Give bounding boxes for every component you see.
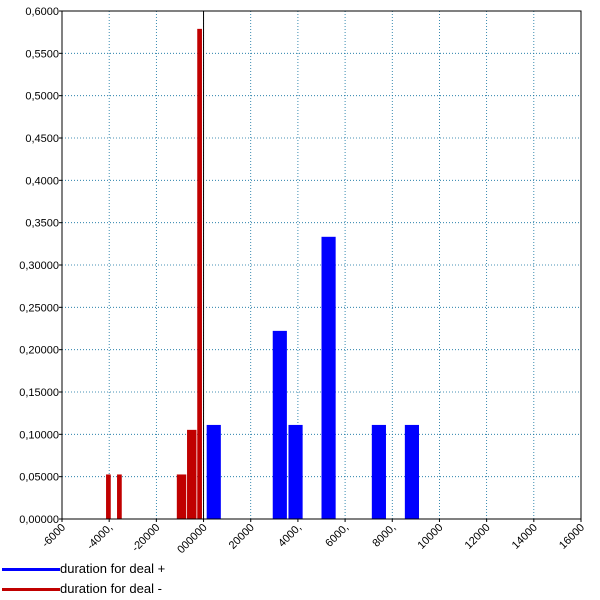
legend: duration for deal + duration for deal - xyxy=(0,560,600,600)
bar-deal-positive xyxy=(321,236,336,519)
bar-deal-positive xyxy=(206,424,221,519)
x-tick-label: 20000 xyxy=(227,522,257,552)
x-tick-label: 6000, xyxy=(323,522,351,550)
x-tick-label: -4000, xyxy=(85,522,116,553)
grid xyxy=(62,11,581,519)
y-tick-label: 0,3500 xyxy=(25,218,59,230)
bar-deal-negative xyxy=(117,474,122,519)
x-tick-labels: -6000 -4000, -20000 000000 20000 4000, 6000, 80… xyxy=(40,519,587,556)
bar-deal-negative xyxy=(197,28,202,520)
legend-label-positive: duration for deal + xyxy=(60,561,166,576)
y-tick-label: 0,30000 xyxy=(19,260,59,272)
x-tick-label: 4000, xyxy=(276,522,304,550)
y-tick-label: 0,00000 xyxy=(19,514,59,526)
bar-deal-positive xyxy=(371,424,386,519)
x-tick-label: 10000 xyxy=(415,522,445,552)
bar-deal-negative xyxy=(176,474,187,519)
bar-deal-negative xyxy=(106,474,111,519)
bars xyxy=(106,28,420,520)
y-tick-label: 0,10000 xyxy=(19,429,59,441)
legend-item-negative: duration for deal - xyxy=(0,580,300,600)
legend-swatch-negative xyxy=(2,588,60,591)
y-tick-label: 0,5000 xyxy=(25,91,59,103)
y-tick-label: 0,6000 xyxy=(25,6,59,18)
bar-deal-positive xyxy=(272,330,287,519)
y-tick-label: 0,05000 xyxy=(19,472,59,484)
y-tick-label: 0,15000 xyxy=(19,387,59,399)
x-tick-label: 16000 xyxy=(557,522,587,552)
bar-deal-negative xyxy=(187,429,197,519)
legend-swatch-positive xyxy=(2,568,60,571)
legend-label-negative: duration for deal - xyxy=(60,581,162,596)
y-tick-label: 0,5500 xyxy=(25,48,59,60)
x-tick-label: 12000 xyxy=(463,522,493,552)
bar-deal-positive xyxy=(404,424,420,519)
legend-item-positive: duration for deal + xyxy=(0,560,300,580)
y-tick-label: 0,20000 xyxy=(19,345,59,357)
y-tick-labels: 0,00000 0,05000 0,10000 0,15000 0,20000 0,250… xyxy=(19,6,62,526)
y-tick-label: 0,4500 xyxy=(25,133,59,145)
x-tick-label: 14000 xyxy=(510,522,540,552)
bar-deal-positive xyxy=(288,424,303,519)
y-tick-label: 0,4000 xyxy=(25,175,59,187)
histogram-chart: 0,00000 0,05000 0,10000 0,15000 0,20000 0,250… xyxy=(19,6,587,556)
x-tick-label: -20000 xyxy=(130,522,163,555)
x-tick-label: 8000, xyxy=(370,522,398,550)
y-tick-label: 0,25000 xyxy=(19,302,59,314)
x-tick-label: 000000 xyxy=(175,522,209,556)
